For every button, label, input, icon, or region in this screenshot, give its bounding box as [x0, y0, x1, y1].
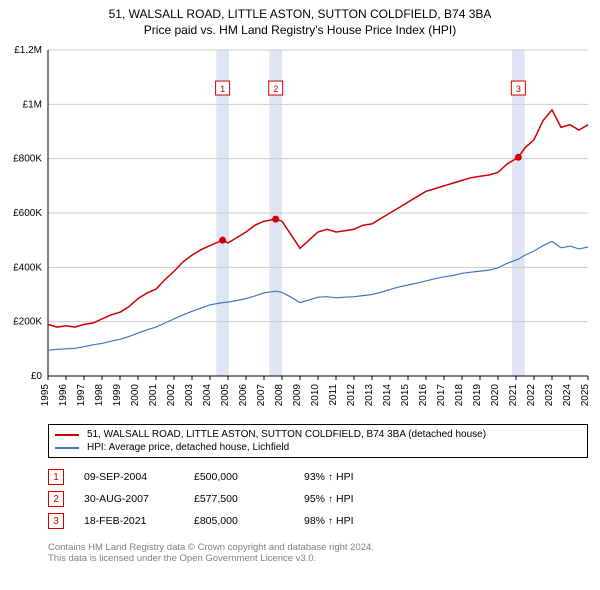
- y-tick-label: £0: [31, 371, 43, 382]
- x-tick-label: 2021: [508, 384, 519, 407]
- x-tick-label: 2017: [436, 384, 447, 407]
- x-tick-label: 2003: [184, 384, 195, 407]
- x-tick-label: 2016: [418, 384, 429, 407]
- sale-label-num-3: 3: [516, 84, 521, 94]
- sale-label-num-2: 2: [273, 84, 278, 94]
- x-tick-label: 2000: [130, 384, 141, 407]
- marker-date: 30-AUG-2007: [84, 493, 174, 505]
- marker-row-1: 1 09-SEP-2004 £500,000 93% ↑ HPI: [48, 466, 588, 488]
- marker-hpi: 98% ↑ HPI: [304, 515, 354, 527]
- y-tick-label: £1M: [23, 100, 42, 111]
- x-tick-label: 2008: [274, 384, 285, 407]
- sale-dot-2: [272, 216, 279, 223]
- marker-price: £500,000: [194, 471, 284, 483]
- legend-row-1: HPI: Average price, detached house, Lich…: [55, 441, 581, 454]
- x-tick-label: 2006: [238, 384, 249, 407]
- marker-hpi: 95% ↑ HPI: [304, 493, 354, 505]
- sale-dot-1: [219, 237, 226, 244]
- chart-svg: £0 £200K £400K £600K £800K £1M £1.2M 1995 1996 19…: [0, 40, 600, 420]
- y-tick-label: £200K: [13, 317, 42, 328]
- footer-line-1: Contains HM Land Registry data © Crown c…: [48, 542, 588, 553]
- marker-chip-3: 3: [48, 513, 64, 529]
- x-tick-label: 2019: [472, 384, 483, 407]
- y-tick-label: £600K: [13, 208, 42, 219]
- x-tick-label: 2025: [580, 384, 591, 407]
- marker-row-3: 3 18-FEB-2021 £805,000 98% ↑ HPI: [48, 510, 588, 532]
- legend-swatch: [55, 434, 79, 436]
- legend-swatch: [55, 447, 79, 449]
- y-tick-label: £400K: [13, 263, 42, 274]
- x-tick-label: 2015: [400, 384, 411, 407]
- marker-date: 09-SEP-2004: [84, 471, 174, 483]
- sale-label-num-1: 1: [220, 84, 225, 94]
- x-tick-label: 1995: [40, 384, 51, 407]
- x-tick-label: 2009: [292, 384, 303, 407]
- sale-dot-3: [515, 154, 522, 161]
- x-tick-label: 1997: [76, 384, 87, 407]
- y-tick-label: £800K: [13, 154, 42, 165]
- x-tick-label: 2010: [310, 384, 321, 407]
- footer-line-2: This data is licensed under the Open Gov…: [48, 553, 588, 564]
- chart-area: £0 £200K £400K £600K £800K £1M £1.2M 1995 1996 19…: [0, 40, 600, 420]
- x-tick-label: 2023: [544, 384, 555, 407]
- x-tick-label: 2013: [364, 384, 375, 407]
- arrow-up-icon: ↑: [328, 494, 333, 505]
- plot-background: [0, 40, 600, 420]
- marker-date: 18-FEB-2021: [84, 515, 174, 527]
- footer-attribution: Contains HM Land Registry data © Crown c…: [48, 542, 588, 564]
- x-tick-label: 2011: [328, 384, 339, 406]
- y-tick-label: £1.2M: [14, 45, 42, 56]
- legend-label: HPI: Average price, detached house, Lich…: [87, 442, 289, 453]
- marker-price: £805,000: [194, 515, 284, 527]
- marker-chip-1: 1: [48, 469, 64, 485]
- x-tick-label: 2018: [454, 384, 465, 407]
- title-line-2: Price paid vs. HM Land Registry's House …: [10, 22, 590, 38]
- legend-label: 51, WALSALL ROAD, LITTLE ASTON, SUTTON C…: [87, 429, 486, 440]
- x-tick-label: 2007: [256, 384, 267, 407]
- title-line-1: 51, WALSALL ROAD, LITTLE ASTON, SUTTON C…: [10, 6, 590, 22]
- chart-title: 51, WALSALL ROAD, LITTLE ASTON, SUTTON C…: [0, 0, 600, 40]
- x-tick-label: 2002: [166, 384, 177, 407]
- x-tick-label: 2022: [526, 384, 537, 407]
- marker-price: £577,500: [194, 493, 284, 505]
- arrow-up-icon: ↑: [328, 472, 333, 483]
- marker-row-2: 2 30-AUG-2007 £577,500 95% ↑ HPI: [48, 488, 588, 510]
- x-tick-label: 2014: [382, 384, 393, 407]
- marker-hpi: 93% ↑ HPI: [304, 471, 354, 483]
- x-tick-label: 2012: [346, 384, 357, 407]
- x-tick-label: 2020: [490, 384, 501, 407]
- x-tick-label: 1998: [94, 384, 105, 407]
- sale-markers-table: 1 09-SEP-2004 £500,000 93% ↑ HPI 2 30-AUG-200…: [48, 466, 588, 532]
- marker-chip-2: 2: [48, 491, 64, 507]
- x-tick-label: 2001: [148, 384, 159, 407]
- x-tick-label: 1999: [112, 384, 123, 407]
- x-tick-label: 1996: [58, 384, 69, 407]
- arrow-up-icon: ↑: [328, 516, 333, 527]
- x-tick-label: 2024: [562, 384, 573, 407]
- legend-row-0: 51, WALSALL ROAD, LITTLE ASTON, SUTTON C…: [55, 428, 581, 441]
- x-tick-label: 2005: [220, 384, 231, 407]
- x-tick-label: 2004: [202, 384, 213, 407]
- legend: 51, WALSALL ROAD, LITTLE ASTON, SUTTON C…: [48, 424, 588, 458]
